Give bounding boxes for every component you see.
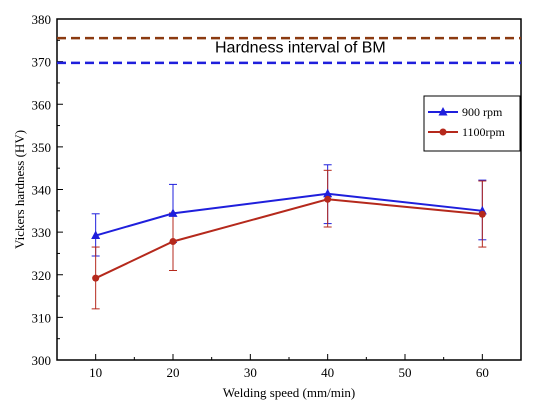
y-tick-label: 360 (32, 97, 52, 112)
legend: 900 rpm 1100rpm (423, 95, 521, 152)
y-tick-label: 380 (32, 12, 52, 27)
data-point (168, 208, 178, 217)
y-tick-label: 310 (32, 310, 52, 325)
data-point (324, 195, 332, 203)
error-bars (91, 164, 487, 310)
x-axis-title: Welding speed (mm/min) (223, 385, 356, 400)
series-group (91, 188, 487, 282)
x-tick-label: 30 (244, 365, 257, 380)
x-tick-label: 40 (321, 365, 334, 380)
data-point (92, 274, 100, 282)
data-point (323, 188, 333, 198)
y-tick-label: 350 (32, 140, 52, 155)
data-point (169, 238, 177, 246)
y-tick-label: 370 (32, 55, 52, 70)
y-tick-label: 340 (32, 183, 52, 198)
y-axis-title: Vickers hardness (HV) (12, 130, 27, 249)
legend-label: 900 rpm (462, 105, 503, 119)
x-tick-label: 10 (89, 365, 102, 380)
x-tick-label: 50 (399, 365, 412, 380)
series-line (95, 192, 483, 237)
x-tick-label: 20 (167, 365, 180, 380)
data-point (91, 230, 101, 240)
data-point (478, 210, 486, 218)
x-tick-label: 60 (476, 365, 489, 380)
y-tick-label: 330 (32, 225, 52, 240)
tick-group: 300 310 320 330 340 350 360 370 380 10 20 30 40 50 60 (32, 12, 489, 380)
annotation-text: Hardness interval of BM (215, 40, 386, 57)
legend-box (423, 95, 521, 152)
y-tick-label: 320 (32, 268, 52, 283)
reference-lines (57, 36, 521, 65)
plot-frame (56, 18, 522, 361)
legend-label: 1100rpm (462, 125, 506, 139)
legend-marker (438, 107, 448, 116)
legend-marker (439, 128, 447, 136)
y-tick-label: 300 (32, 353, 52, 368)
series-line (95, 198, 483, 280)
